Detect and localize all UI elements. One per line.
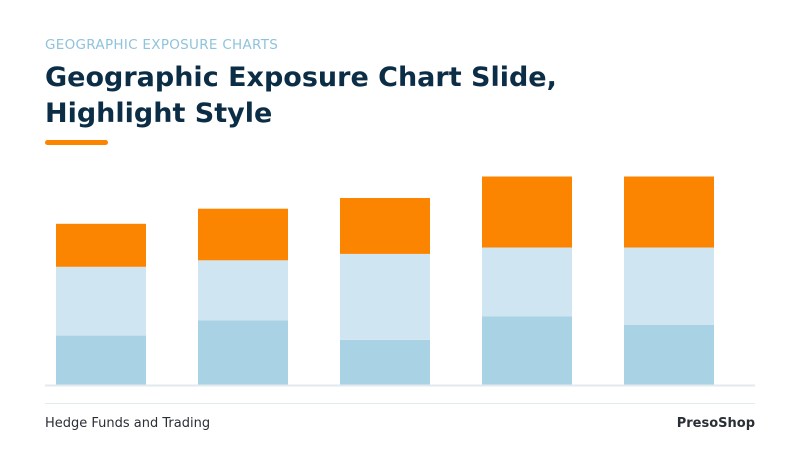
bar-segment-2-series-3 xyxy=(198,208,288,261)
bar-segment-5-series-1 xyxy=(624,324,714,385)
bar-segment-3-series-2 xyxy=(340,253,430,340)
bar-segment-4-series-2 xyxy=(482,247,572,317)
bar-segment-4-series-1 xyxy=(482,316,572,385)
bar-segment-1-series-3 xyxy=(56,223,146,267)
bar-segment-1-series-1 xyxy=(56,335,146,385)
bar-segment-4-series-3 xyxy=(482,176,572,248)
title-accent-bar xyxy=(45,140,108,145)
footer-brand: PresoShop xyxy=(676,416,755,431)
bar-segment-5-series-3 xyxy=(624,176,714,248)
bar-segment-5-series-2 xyxy=(624,247,714,325)
bar-segment-3-series-1 xyxy=(340,339,430,385)
footer-subject: Hedge Funds and Trading xyxy=(45,416,211,431)
bar-segment-1-series-2 xyxy=(56,266,146,336)
slide-kicker: GEOGRAPHIC EXPOSURE CHARTS xyxy=(45,37,279,53)
bar-segment-3-series-3 xyxy=(340,198,430,254)
bar-segment-2-series-2 xyxy=(198,260,288,321)
slide-title: Geographic Exposure Chart Slide, Highlig… xyxy=(45,62,557,129)
footer-divider xyxy=(45,403,755,404)
bar-segment-2-series-1 xyxy=(198,320,288,385)
